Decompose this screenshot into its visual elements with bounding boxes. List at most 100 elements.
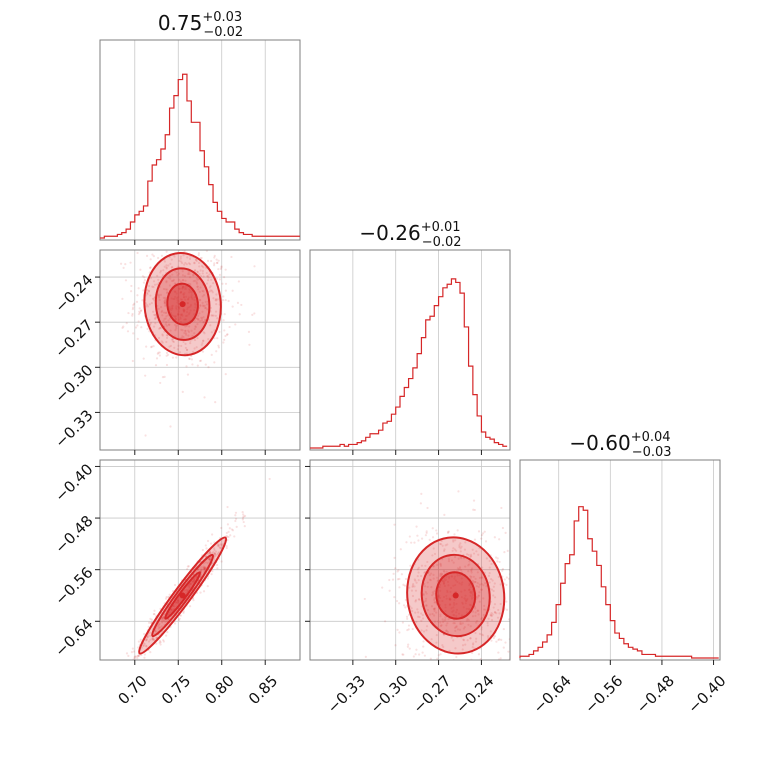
- scatter-point: [132, 650, 136, 653]
- scatter-points: [119, 250, 256, 437]
- scatter-point: [213, 552, 217, 555]
- scatter-point: [174, 315, 177, 318]
- scatter-point: [153, 609, 156, 612]
- scatter-point: [153, 299, 156, 302]
- scatter-point: [417, 611, 420, 614]
- scatter-point: [184, 279, 187, 282]
- hist-bin: [183, 74, 187, 238]
- scatter-points: [363, 490, 541, 695]
- scatter-point: [177, 313, 180, 316]
- scatter-point: [497, 638, 500, 642]
- scatter-point: [492, 589, 495, 593]
- scatter-point: [174, 323, 177, 326]
- scatter-point: [182, 293, 185, 296]
- scatter-point: [159, 326, 162, 330]
- scatter-point: [176, 301, 179, 304]
- scatter-point: [228, 325, 231, 329]
- scatter-point: [158, 639, 162, 643]
- panel-frame: [309, 249, 511, 451]
- scatter-point: [214, 554, 217, 557]
- scatter-point: [417, 598, 420, 601]
- scatter-point: [191, 363, 194, 366]
- scatter-point: [396, 628, 399, 631]
- scatter-point: [163, 301, 166, 305]
- scatter-point: [489, 630, 492, 633]
- scatter-point: [455, 608, 459, 611]
- scatter-point: [433, 608, 436, 611]
- scatter-point: [415, 648, 418, 651]
- scatter-point: [432, 577, 435, 580]
- scatter-point: [179, 614, 183, 617]
- scatter-point: [153, 313, 156, 316]
- scatter-point: [168, 256, 171, 259]
- scatter-point: [200, 264, 204, 268]
- scatter-point: [473, 580, 477, 584]
- scatter-point: [127, 311, 130, 315]
- hist-bin: [396, 407, 400, 448]
- scatter-point: [187, 329, 190, 332]
- scatter-point: [539, 578, 541, 580]
- scatter-point: [442, 569, 445, 573]
- scatter-point: [168, 317, 172, 320]
- scatter-point: [225, 333, 229, 336]
- scatter-point: [493, 611, 497, 614]
- y-tick-label: −0.30: [51, 361, 96, 406]
- scatter-point: [175, 306, 178, 310]
- scatter-point: [448, 597, 451, 600]
- scatter-point: [475, 637, 478, 640]
- scatter-point: [363, 597, 366, 601]
- scatter-point: [224, 373, 227, 376]
- scatter-point: [477, 530, 481, 533]
- scatter-point: [504, 641, 507, 644]
- scatter-point: [192, 280, 195, 283]
- scatter-point: [466, 639, 469, 642]
- scatter-point: [142, 644, 145, 647]
- scatter-point: [417, 571, 420, 574]
- scatter-point: [204, 300, 207, 303]
- scatter-point: [222, 295, 225, 298]
- scatter-point: [187, 565, 190, 568]
- scatter-point: [152, 255, 155, 258]
- scatter-point: [125, 652, 129, 655]
- scatter-point: [439, 596, 442, 599]
- scatter-point: [179, 255, 183, 258]
- title-median: −0.26: [359, 221, 420, 245]
- scatter-point: [468, 563, 471, 566]
- scatter-point: [211, 570, 214, 573]
- scatter-point: [149, 621, 153, 624]
- scatter-point: [494, 693, 496, 695]
- scatter-point: [182, 285, 185, 288]
- scatter-point: [186, 308, 189, 311]
- scatter-point: [198, 298, 201, 301]
- scatter-point: [364, 655, 367, 658]
- scatter-point: [471, 596, 474, 599]
- hist-bin: [143, 206, 147, 238]
- scatter-point: [412, 655, 415, 658]
- scatter-point: [211, 314, 214, 317]
- scatter-point: [398, 602, 401, 605]
- scatter-point: [161, 309, 164, 312]
- scatter-point: [191, 580, 194, 583]
- scatter-point: [216, 544, 220, 547]
- scatter-point: [214, 550, 218, 553]
- scatter-point: [177, 302, 181, 305]
- scatter-point: [188, 276, 192, 279]
- scatter-point: [199, 304, 202, 308]
- scatter-point: [161, 617, 164, 620]
- scatter-point: [448, 598, 451, 601]
- scatter-point: [162, 319, 165, 322]
- scatter-point: [216, 553, 219, 556]
- scatter-point: [398, 586, 401, 589]
- scatter-point: [183, 292, 186, 295]
- scatter-point: [417, 566, 420, 569]
- scatter-point: [173, 255, 176, 258]
- scatter-point: [436, 667, 438, 669]
- scatter-point: [440, 624, 443, 627]
- scatter-point: [179, 316, 182, 319]
- x-tick-label: 0.80: [201, 672, 237, 708]
- scatter-point: [229, 534, 232, 537]
- scatter-point: [452, 584, 455, 587]
- scatter-point: [488, 559, 491, 563]
- scatter-point: [165, 334, 169, 337]
- scatter-point: [471, 567, 474, 570]
